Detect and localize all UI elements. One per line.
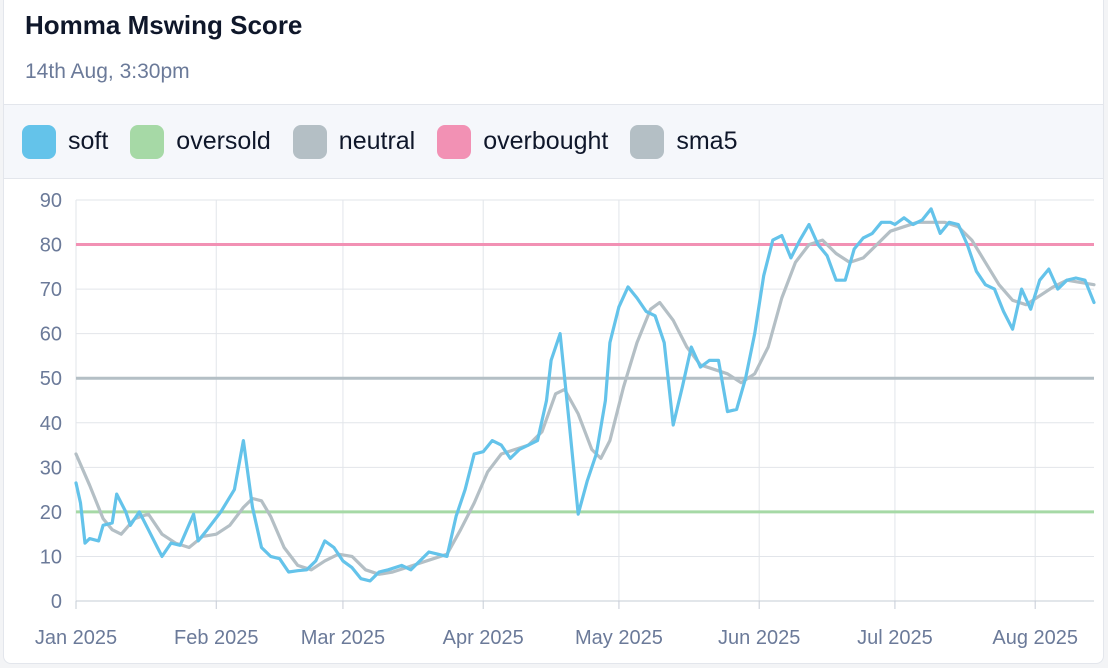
series-line-sma5 [74, 220, 1096, 576]
x-tick-label: Aug 2025 [992, 627, 1078, 649]
y-tick-label: 10 [40, 546, 62, 568]
y-tick-label: 80 [40, 235, 62, 257]
legend-label-overbought: overbought [483, 127, 609, 155]
legend-swatch-soft [22, 124, 56, 159]
y-tick-label: 30 [40, 457, 62, 479]
legend-label-soft: soft [68, 127, 109, 155]
legend-label-sma5: sma5 [676, 127, 738, 155]
chart-title: Homma Mswing Score [25, 10, 303, 40]
x-tick-label: May 2025 [575, 627, 663, 649]
card-header: Homma Mswing Score 14th Aug, 3:30pm [4, 0, 1103, 104]
series-line-soft [74, 207, 1096, 583]
x-tick-label: Jan 2025 [35, 627, 117, 649]
chart-card: Homma Mswing Score 14th Aug, 3:30pm soft… [3, 0, 1104, 664]
legend-item-overbought[interactable]: overbought [437, 124, 609, 159]
y-tick-label: 20 [40, 502, 62, 524]
x-tick-label: Jul 2025 [857, 627, 933, 649]
chart-timestamp: 14th Aug, 3:30pm [25, 60, 190, 83]
x-tick-label: Feb 2025 [174, 627, 259, 649]
line-chart: 0 10 20 30 40 50 60 70 80 90 Jan 2025 Feb 2025 Mar 2… [35, 190, 1096, 649]
y-tick-label: 50 [40, 368, 62, 390]
legend-swatch-sma5 [630, 124, 665, 159]
y-tick-label: 0 [51, 591, 62, 613]
legend-item-soft[interactable]: soft [22, 124, 109, 159]
legend-item-oversold[interactable]: oversold [130, 124, 271, 159]
y-tick-label: 40 [40, 413, 62, 435]
legend-swatch-overbought [437, 124, 472, 159]
legend-swatch-oversold [130, 124, 165, 159]
legend-item-sma5[interactable]: sma5 [630, 124, 738, 159]
x-tick-label: Jun 2025 [718, 627, 800, 649]
y-tick-label: 70 [40, 279, 62, 301]
legend-label-neutral: neutral [338, 127, 416, 155]
legend-item-neutral[interactable]: neutral [292, 124, 416, 159]
x-tick-label: Apr 2025 [443, 627, 524, 649]
x-tick-label: Mar 2025 [301, 627, 386, 649]
chart-legend: soft oversold neutral overbought sma5 [4, 104, 1103, 179]
y-tick-label: 60 [40, 324, 62, 346]
y-tick-label: 90 [40, 190, 62, 212]
legend-label-oversold: oversold [176, 127, 271, 155]
legend-swatch-neutral [292, 124, 327, 159]
